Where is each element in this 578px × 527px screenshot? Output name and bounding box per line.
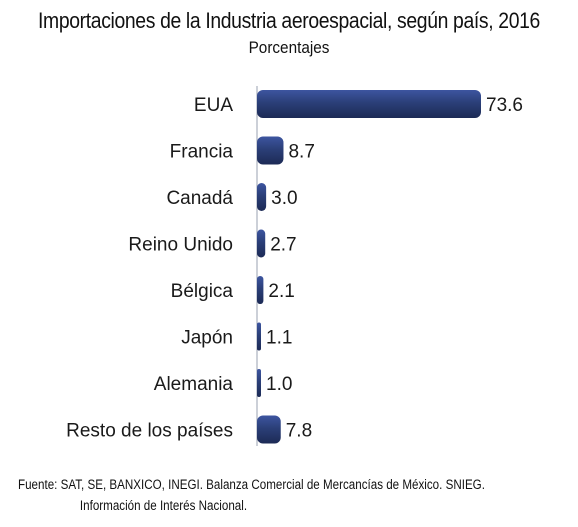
bar	[257, 415, 281, 444]
category-label: Japón	[181, 328, 233, 349]
source-line-2: Información de Interés Nacional.	[79, 498, 248, 513]
category-label: Francia	[170, 142, 234, 163]
source-note: Fuente: SAT, SE, BANXICO, INEGI. Balanza…	[18, 474, 568, 516]
category-label: Resto de los países	[66, 421, 233, 442]
value-label: 1.1	[266, 328, 292, 349]
value-label: 2.7	[270, 235, 296, 256]
category-label: Alemania	[154, 374, 234, 395]
value-label: 73.6	[486, 95, 523, 116]
source-line-1: Fuente: SAT, SE, BANXICO, INEGI. Balanza…	[18, 477, 485, 492]
category-label: Reino Unido	[128, 235, 233, 256]
bar	[257, 183, 267, 211]
bar	[257, 369, 261, 397]
value-label: 3.0	[271, 188, 297, 209]
bar	[257, 322, 261, 351]
value-label: 1.0	[266, 374, 292, 395]
category-label: Bélgica	[171, 281, 234, 302]
category-label: Canadá	[166, 188, 233, 209]
bar	[257, 229, 266, 258]
chart-subtitle: Porcentajes	[248, 38, 330, 57]
bar	[257, 276, 264, 304]
chart-title: Importaciones de la Industria aeroespaci…	[38, 8, 540, 33]
value-label: 7.8	[286, 421, 312, 442]
value-label: 2.1	[268, 281, 294, 302]
bar	[257, 136, 284, 165]
value-label: 8.7	[288, 142, 314, 163]
category-label: EUA	[194, 95, 233, 116]
bar	[257, 90, 481, 118]
